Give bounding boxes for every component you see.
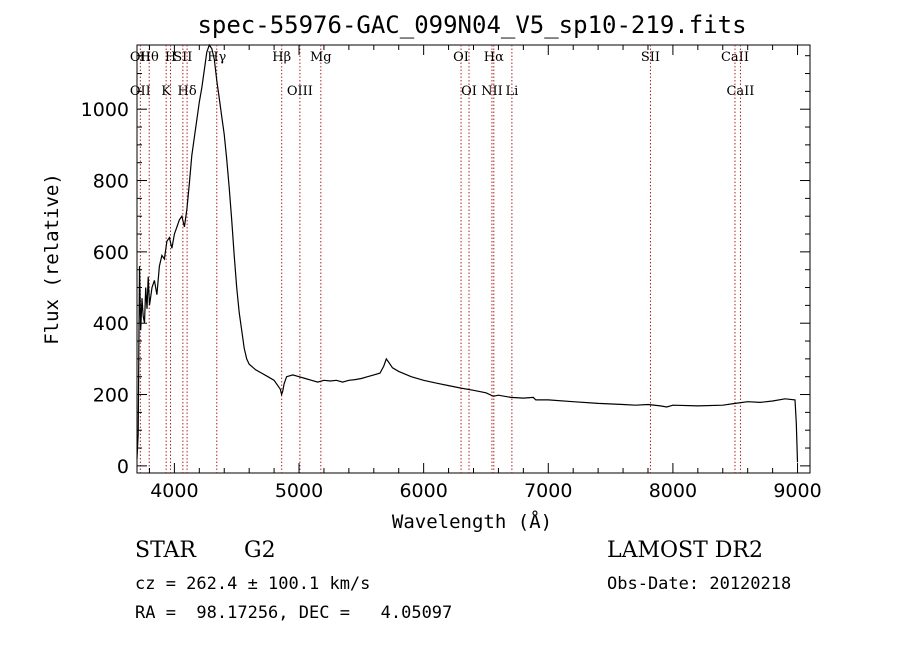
x-tick-label: 8000 bbox=[649, 480, 697, 502]
spectrum-line bbox=[136, 43, 799, 463]
line-marker-label: K bbox=[161, 84, 171, 99]
x-tick-label: 7000 bbox=[524, 480, 572, 502]
x-tick-label: 9000 bbox=[773, 480, 821, 502]
line-marker-label: Hα bbox=[484, 50, 504, 65]
survey-name: LAMOST DR2 bbox=[607, 538, 763, 563]
line-marker-label: SII bbox=[173, 50, 192, 65]
plot-frame bbox=[136, 44, 811, 474]
line-marker-label: CaII bbox=[726, 84, 754, 99]
y-axis: 0 200 400 600 800 1000 bbox=[81, 55, 810, 478]
line-marker-label: OI bbox=[461, 84, 477, 99]
line-marker-label: OII bbox=[130, 50, 151, 65]
y-tick-label: 400 bbox=[93, 313, 129, 335]
line-marker-label: CaII bbox=[721, 50, 749, 65]
obs-date: Obs-Date: 20120218 bbox=[607, 574, 792, 594]
y-tick-label: 600 bbox=[93, 242, 129, 264]
object-class: STAR bbox=[135, 538, 196, 563]
x-axis-label: Wavelength (Å) bbox=[392, 510, 552, 533]
line-marker-label: Hβ bbox=[272, 50, 291, 65]
redshift-text: cz = 262.4 ± 100.1 km/s bbox=[135, 574, 371, 594]
line-marker-label: Hδ bbox=[178, 84, 197, 99]
y-axis-label: Flux (relative) bbox=[41, 173, 63, 345]
chart-title: spec-55976-GAC_099N04_V5_sp10-219.fits bbox=[197, 11, 746, 39]
line-marker-label: OI bbox=[453, 50, 469, 65]
line-marker-label: Li bbox=[505, 84, 518, 99]
line-marker-label: H bbox=[165, 50, 176, 65]
y-tick-label: 1000 bbox=[81, 99, 129, 121]
line-marker-label: Hθ bbox=[140, 50, 159, 65]
y-tick-label: 200 bbox=[93, 385, 129, 407]
line-marker-label: Hγ bbox=[207, 50, 226, 65]
object-subclass: G2 bbox=[244, 538, 276, 563]
line-marker-label: OIII bbox=[287, 84, 313, 99]
y-tick-label: 800 bbox=[93, 171, 129, 193]
x-axis: 4000 5000 6000 7000 8000 9000 bbox=[148, 45, 822, 502]
x-tick-label: 6000 bbox=[399, 480, 447, 502]
x-tick-label: 4000 bbox=[150, 480, 198, 502]
line-marker-label: NII bbox=[481, 84, 503, 99]
x-tick-label: 5000 bbox=[275, 480, 323, 502]
coordinates: RA = 98.17256, DEC = 4.05097 bbox=[135, 603, 453, 623]
line-marker-label: Mg bbox=[310, 50, 332, 65]
line-marker-label: SII bbox=[641, 50, 660, 65]
y-tick-label: 0 bbox=[117, 456, 129, 478]
